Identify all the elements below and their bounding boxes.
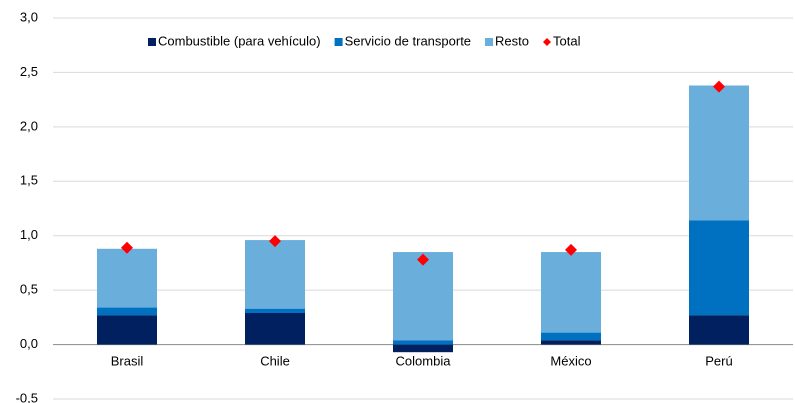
y-tick-label: 2,5 xyxy=(20,64,38,79)
y-tick-label: 1,5 xyxy=(20,173,38,188)
x-tick-label: Perú xyxy=(705,353,732,368)
bar-segment xyxy=(97,307,157,316)
bar-segment xyxy=(245,313,305,345)
total-marker xyxy=(565,243,577,256)
bar-segment xyxy=(393,344,453,353)
x-tick-label: México xyxy=(550,353,591,368)
total-marker xyxy=(121,241,133,254)
y-tick-label: 2,0 xyxy=(20,118,38,133)
bar-segment xyxy=(541,340,601,345)
legend-label: Resto xyxy=(495,33,529,48)
x-tick-label: Brasil xyxy=(111,353,144,368)
legend-swatch xyxy=(148,38,156,46)
y-tick-label: 0,0 xyxy=(20,336,38,351)
bar-segment xyxy=(689,220,749,316)
bar-segment xyxy=(245,308,305,314)
bar-segment xyxy=(393,340,453,345)
legend-label: Total xyxy=(553,33,581,48)
y-tick-label: -0,5 xyxy=(16,390,38,403)
bar-segment xyxy=(541,252,601,333)
legend-swatch xyxy=(334,38,343,46)
bar-segment xyxy=(393,252,453,341)
bar-segment xyxy=(689,315,749,345)
total-marker xyxy=(417,253,429,266)
bar-segment xyxy=(245,240,305,309)
total-marker xyxy=(269,235,281,248)
y-tick-label: 3,0 xyxy=(20,9,38,24)
legend-swatch xyxy=(485,38,494,46)
x-tick-label: Colombia xyxy=(396,353,452,368)
total-marker xyxy=(713,80,725,93)
y-tick-label: 1,0 xyxy=(20,227,38,242)
y-tick-label: 0,5 xyxy=(20,282,38,297)
bar-segment xyxy=(541,332,601,341)
bar-segment xyxy=(97,248,157,308)
x-tick-label: Chile xyxy=(260,353,290,368)
legend-label: Combustible (para vehículo) xyxy=(158,33,321,48)
bar-segment xyxy=(689,85,749,221)
legend-label: Servicio de transporte xyxy=(345,33,471,48)
legend-marker xyxy=(543,38,551,46)
bar-segment xyxy=(97,315,157,345)
